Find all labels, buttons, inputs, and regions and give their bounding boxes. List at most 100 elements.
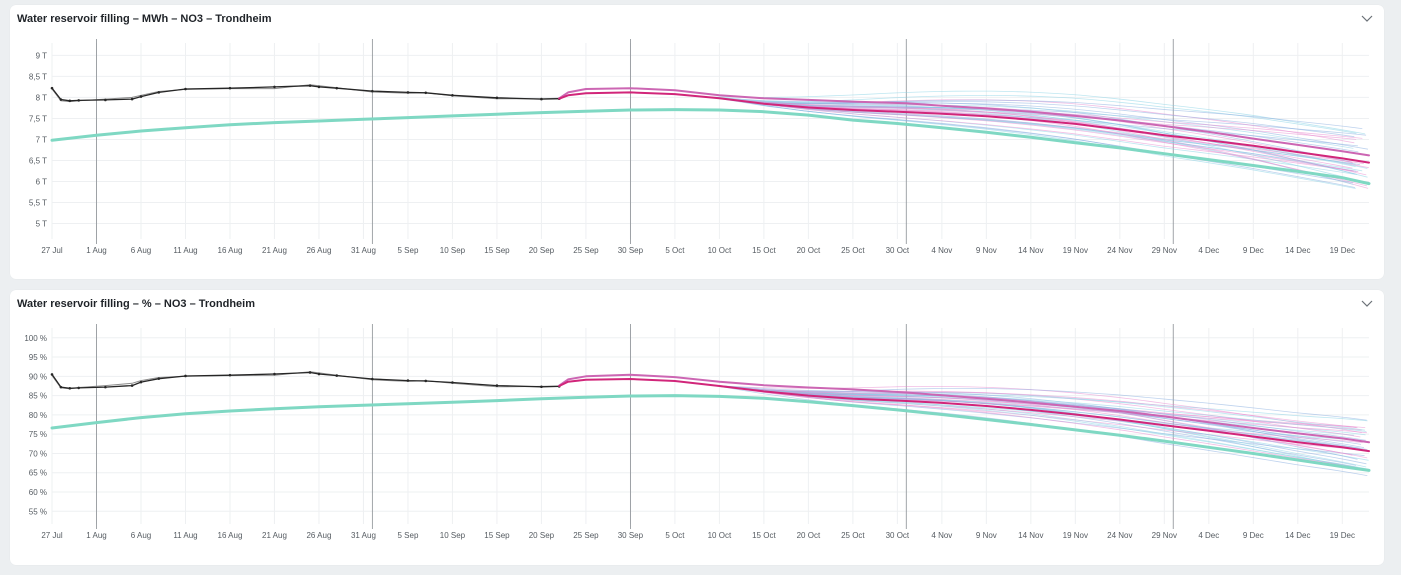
x-tick-label: 10 Oct (708, 531, 732, 540)
actual-point[interactable] (139, 380, 143, 384)
x-tick-label: 9 Nov (976, 246, 997, 255)
x-tick-label: 5 Oct (665, 531, 685, 540)
actual-point[interactable] (77, 99, 80, 102)
actual-point[interactable] (68, 386, 72, 390)
actual-point[interactable] (424, 91, 428, 95)
actual-point[interactable] (371, 377, 374, 381)
x-tick-label: 30 Oct (886, 246, 910, 255)
series-line-forecast-main[interactable] (558, 378, 1370, 453)
y-tick-label: 55 % (29, 507, 47, 516)
actual-point[interactable] (104, 98, 107, 102)
y-tick-label: 90 % (29, 372, 47, 381)
actual-point[interactable] (495, 96, 499, 100)
actual-point[interactable] (451, 94, 454, 97)
actual-point[interactable] (50, 86, 54, 90)
series-line-forecast-main[interactable] (558, 91, 1370, 164)
x-tick-label: 9 Dec (1243, 246, 1264, 255)
ensemble-scenario-line (725, 386, 1367, 432)
series-line-forecast-secondary[interactable] (558, 373, 1370, 444)
x-tick-label: 24 Nov (1107, 246, 1132, 255)
actual-point[interactable] (77, 386, 80, 390)
actual-point[interactable] (59, 98, 63, 101)
actual-point[interactable] (130, 97, 134, 101)
chart-panel-mwh: Water reservoir filling – MWh – NO3 – Tr… (10, 5, 1384, 279)
chart-title: Water reservoir filling – MWh – NO3 – Tr… (17, 13, 272, 25)
ensemble-scenario-line (753, 102, 1359, 173)
x-tick-label: 19 Nov (1063, 531, 1088, 540)
ensemble-scenario-line (760, 390, 1366, 441)
actual-point[interactable] (308, 371, 312, 374)
ensemble-scenario-line (731, 99, 1355, 138)
actual-point[interactable] (228, 373, 232, 377)
x-tick-label: 6 Aug (131, 531, 151, 540)
ensemble-scenario-line (717, 385, 1358, 468)
x-tick-label: 4 Dec (1198, 246, 1219, 255)
actual-point[interactable] (317, 85, 321, 89)
y-tick-label: 9 T (36, 51, 48, 60)
actual-point[interactable] (228, 86, 232, 90)
y-tick-label: 65 % (29, 469, 47, 478)
actual-point[interactable] (495, 384, 499, 387)
actual-point[interactable] (50, 373, 54, 376)
ensemble-scenario-line (714, 385, 1355, 451)
series-line-actual[interactable] (51, 85, 560, 102)
actual-point[interactable] (104, 385, 107, 389)
y-tick-label: 80 % (29, 411, 47, 420)
actual-point[interactable] (335, 374, 339, 377)
actual-point[interactable] (139, 95, 143, 98)
x-tick-label: 20 Sep (529, 246, 555, 255)
reservoir-chart-percent[interactable]: 55 % 60 % 65 % 70 % 75 % 80 % 85 % 90 % 95 % 100 … (10, 290, 1384, 565)
actual-point[interactable] (406, 91, 410, 94)
x-tick-label: 19 Nov (1063, 246, 1088, 255)
y-tick-label: 70 % (29, 449, 47, 458)
actual-point[interactable] (273, 85, 276, 89)
x-tick-label: 5 Oct (665, 246, 685, 255)
actual-point[interactable] (184, 87, 187, 91)
actual-point[interactable] (335, 86, 339, 90)
y-tick-label: 85 % (29, 392, 47, 401)
x-tick-label: 14 Dec (1285, 246, 1310, 255)
actual-point[interactable] (424, 379, 428, 383)
ensemble-scenario-line (706, 90, 1366, 135)
x-tick-label: 26 Aug (306, 531, 331, 540)
actual-point[interactable] (540, 97, 543, 101)
y-tick-label: 60 % (29, 488, 47, 497)
ensemble-scenario-line (745, 388, 1369, 470)
x-tick-label: 25 Sep (573, 246, 599, 255)
series-line-forecast-secondary[interactable] (558, 87, 1370, 157)
x-tick-label: 4 Nov (931, 246, 952, 255)
x-tick-label: 14 Nov (1018, 531, 1043, 540)
actual-point[interactable] (273, 372, 276, 376)
chevron-down-icon[interactable] (1360, 298, 1374, 310)
x-tick-label: 5 Sep (397, 246, 418, 255)
actual-point[interactable] (308, 84, 312, 87)
x-tick-label: 6 Aug (131, 246, 151, 255)
actual-point[interactable] (451, 381, 454, 384)
x-tick-label: 29 Nov (1152, 531, 1177, 540)
actual-point[interactable] (59, 385, 63, 389)
series-line-normal[interactable] (50, 108, 1371, 186)
x-tick-label: 21 Aug (262, 246, 287, 255)
chart-panel-percent: Water reservoir filling – % – NO3 – Tron… (10, 290, 1384, 565)
reservoir-chart-mwh[interactable]: 5 T 5,5 T 6 T 6,5 T 7 T 7,5 T 8 T 8,5 T 9 T 27 Ju… (10, 5, 1384, 279)
actual-point[interactable] (406, 379, 410, 382)
actual-point[interactable] (317, 372, 321, 376)
x-tick-label: 27 Jul (41, 531, 63, 540)
actual-point[interactable] (157, 91, 161, 94)
x-tick-label: 1 Aug (86, 246, 106, 255)
x-tick-label: 16 Aug (218, 531, 243, 540)
actual-point[interactable] (68, 99, 72, 103)
x-tick-label: 20 Oct (797, 246, 821, 255)
y-tick-label: 8,5 T (29, 72, 47, 81)
actual-point[interactable] (157, 377, 161, 380)
chevron-down-icon[interactable] (1360, 13, 1374, 25)
series-line-normal[interactable] (50, 394, 1371, 472)
actual-point[interactable] (371, 89, 374, 93)
y-tick-label: 6,5 T (29, 156, 47, 165)
x-tick-label: 20 Oct (797, 531, 821, 540)
actual-point[interactable] (130, 384, 134, 387)
actual-point[interactable] (184, 374, 187, 378)
ensemble-scenario-line (739, 388, 1363, 443)
actual-point[interactable] (540, 385, 543, 389)
x-tick-label: 5 Sep (397, 531, 418, 540)
